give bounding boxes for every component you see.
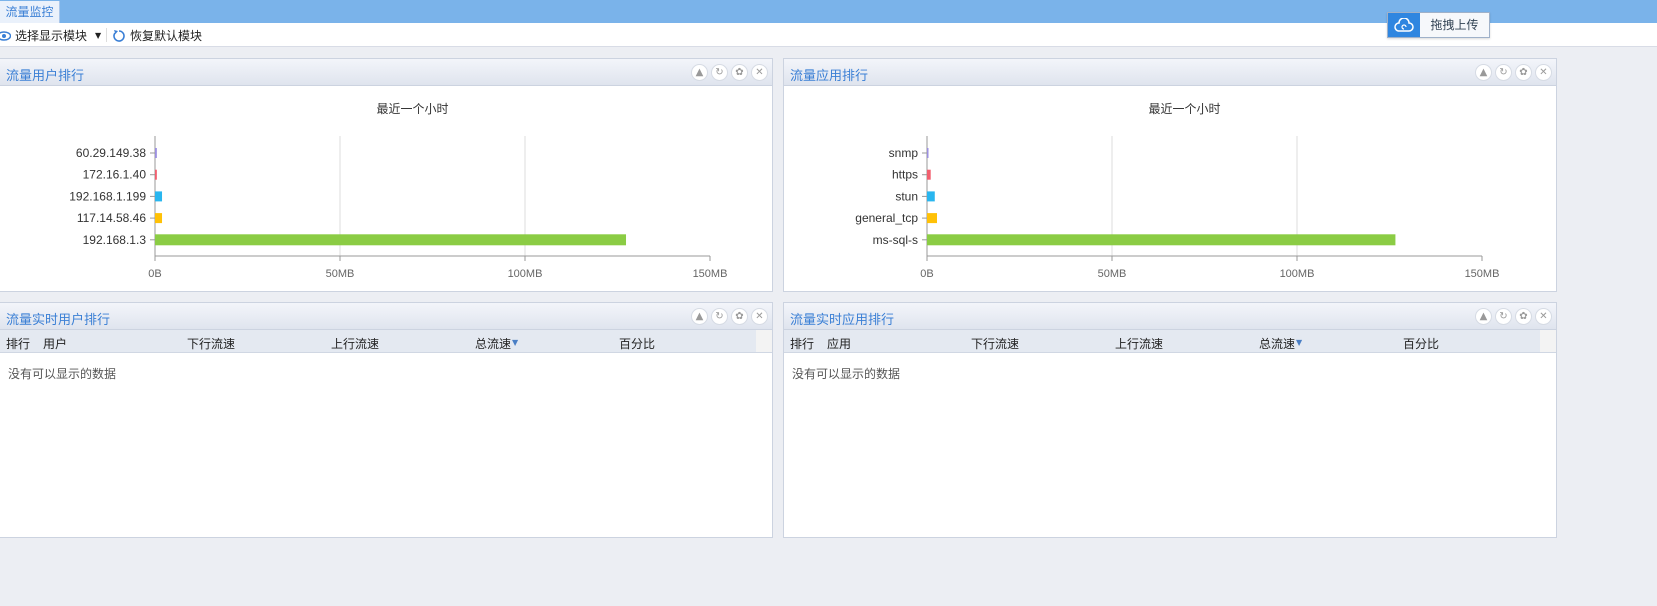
drag-upload-button[interactable]: 拖拽上传 [1387, 12, 1490, 38]
panel-title: 流量用户排行 [6, 69, 85, 84]
x-tick-label: 0B [920, 268, 933, 280]
panel-realtime-app-rank: 流量实时应用排行 ▲ ↻ ✿ ✕ 排行 应用 下行流速 上行流速 总流速 ▼ 百分比 … [783, 302, 1557, 538]
close-icon[interactable]: ✕ [751, 64, 768, 81]
restore-default-label: 恢复默认模块 [130, 29, 203, 43]
bar-60.29.149.38 [155, 148, 157, 158]
collapse-icon[interactable]: ▲ [691, 308, 708, 325]
cloud-upload-icon [1388, 13, 1420, 37]
select-modules-label: 选择显示模块 [15, 29, 88, 43]
panel-user-rank: 流量用户排行 ▲ ↻ ✿ ✕ 最近一个小时 0B 50MB 100MB 150MB 60.29.… [0, 58, 773, 292]
collapse-icon[interactable]: ▲ [1475, 308, 1492, 325]
header-scroll-filler [1540, 330, 1556, 352]
table-header: 排行 应用 下行流速 上行流速 总流速 ▼ 百分比 [784, 330, 1556, 353]
bar-stun [927, 191, 935, 202]
refresh-icon[interactable]: ↻ [711, 64, 728, 81]
collapse-icon[interactable]: ▲ [1475, 64, 1492, 81]
sort-desc-icon: ▼ [512, 338, 519, 347]
empty-message: 没有可以显示的数据 [8, 367, 117, 381]
gear-icon[interactable]: ✿ [731, 64, 748, 81]
divider [106, 28, 107, 42]
gear-icon[interactable]: ✿ [1515, 308, 1532, 325]
bar-ms-sql-s [927, 234, 1396, 246]
x-tick-label: 50MB [326, 268, 355, 280]
x-tick-label: 150MB [1465, 268, 1500, 280]
app-rank-chart: 最近一个小时 0B 50MB 100MB 150MB snmp https stun gener… [855, 102, 1500, 280]
close-icon[interactable]: ✕ [1535, 64, 1552, 81]
y-tick-label: ms-sql-s [873, 233, 918, 247]
column-up-speed[interactable]: 上行流速 [331, 337, 380, 351]
toolbar: 选择显示模块 ▼ 恢复默认模块 [0, 23, 1657, 47]
column-percent[interactable]: 百分比 [619, 337, 656, 351]
tab-traffic-monitor[interactable]: 流量监控 [0, 1, 60, 23]
panel-app-rank: 流量应用排行 ▲ ↻ ✿ ✕ 最近一个小时 0B 50MB 100MB 150MB snmp ht… [783, 58, 1557, 292]
chart-title: 最近一个小时 [376, 102, 448, 116]
chart-title: 最近一个小时 [1148, 102, 1220, 116]
column-total-speed[interactable]: 总流速 [475, 337, 512, 351]
y-tick-label: 192.168.1.199 [69, 189, 146, 203]
refresh-icon[interactable]: ↻ [1495, 308, 1512, 325]
y-tick-label: snmp [889, 146, 919, 160]
page-scrollbar[interactable] [1557, 47, 1569, 537]
gear-icon[interactable]: ✿ [1515, 64, 1532, 81]
column-total-speed[interactable]: 总流速 [1259, 337, 1296, 351]
collapse-icon[interactable]: ▲ [691, 64, 708, 81]
y-tick-label: 172.16.1.40 [83, 168, 147, 182]
bar-snmp [927, 148, 929, 158]
close-icon[interactable]: ✕ [1535, 308, 1552, 325]
column-user[interactable]: 用户 [43, 337, 68, 351]
x-tick-label: 0B [148, 268, 161, 280]
close-icon[interactable]: ✕ [751, 308, 768, 325]
panel-title: 流量应用排行 [790, 69, 869, 84]
column-app[interactable]: 应用 [827, 337, 852, 351]
column-percent[interactable]: 百分比 [1403, 337, 1440, 351]
panel-title: 流量实时应用排行 [790, 313, 895, 328]
x-tick-label: 50MB [1098, 268, 1127, 280]
user-rank-chart: 最近一个小时 0B 50MB 100MB 150MB 60.29.149.38 172.16… [69, 102, 728, 280]
bar-https [927, 169, 931, 180]
x-tick-label: 100MB [1280, 268, 1315, 280]
caret-down-icon: ▼ [95, 31, 102, 40]
bar-192.168.1.3 [155, 234, 627, 246]
y-tick-label: 60.29.149.38 [76, 146, 146, 160]
bar-172.16.1.40 [155, 169, 157, 180]
panel-title: 流量实时用户排行 [6, 313, 111, 328]
y-tick-label: https [892, 168, 918, 182]
column-up-speed[interactable]: 上行流速 [1115, 337, 1164, 351]
gear-icon[interactable]: ✿ [731, 308, 748, 325]
select-modules-button[interactable]: 选择显示模块 ▼ [0, 27, 101, 44]
column-rank[interactable]: 排行 [790, 337, 815, 351]
empty-message: 没有可以显示的数据 [792, 367, 901, 381]
refresh-icon [113, 29, 125, 42]
column-rank[interactable]: 排行 [6, 337, 31, 351]
bar-192.168.1.199 [155, 191, 163, 202]
sort-desc-icon: ▼ [1296, 338, 1303, 347]
eye-icon [0, 30, 11, 41]
bar-general_tcp [927, 213, 937, 224]
refresh-icon[interactable]: ↻ [711, 308, 728, 325]
y-tick-label: 117.14.58.46 [77, 211, 147, 225]
y-tick-label: general_tcp [855, 211, 918, 225]
table-header: 排行 用户 下行流速 上行流速 总流速 ▼ 百分比 [0, 330, 772, 353]
refresh-icon[interactable]: ↻ [1495, 64, 1512, 81]
y-tick-label: stun [895, 189, 918, 203]
header-scroll-filler [756, 330, 772, 352]
column-down-speed[interactable]: 下行流速 [187, 337, 236, 351]
y-tick-label: 192.168.1.3 [83, 233, 147, 247]
restore-default-button[interactable]: 恢复默认模块 [112, 27, 202, 44]
x-tick-label: 150MB [693, 268, 728, 280]
drag-upload-label: 拖拽上传 [1430, 18, 1479, 32]
panel-realtime-user-rank: 流量实时用户排行 ▲ ↻ ✿ ✕ 排行 用户 下行流速 上行流速 总流速 ▼ 百分比 … [0, 302, 773, 538]
column-down-speed[interactable]: 下行流速 [971, 337, 1020, 351]
x-tick-label: 100MB [508, 268, 543, 280]
bar-117.14.58.46 [155, 213, 163, 224]
top-tab-bar: 流量监控 [0, 0, 1657, 23]
